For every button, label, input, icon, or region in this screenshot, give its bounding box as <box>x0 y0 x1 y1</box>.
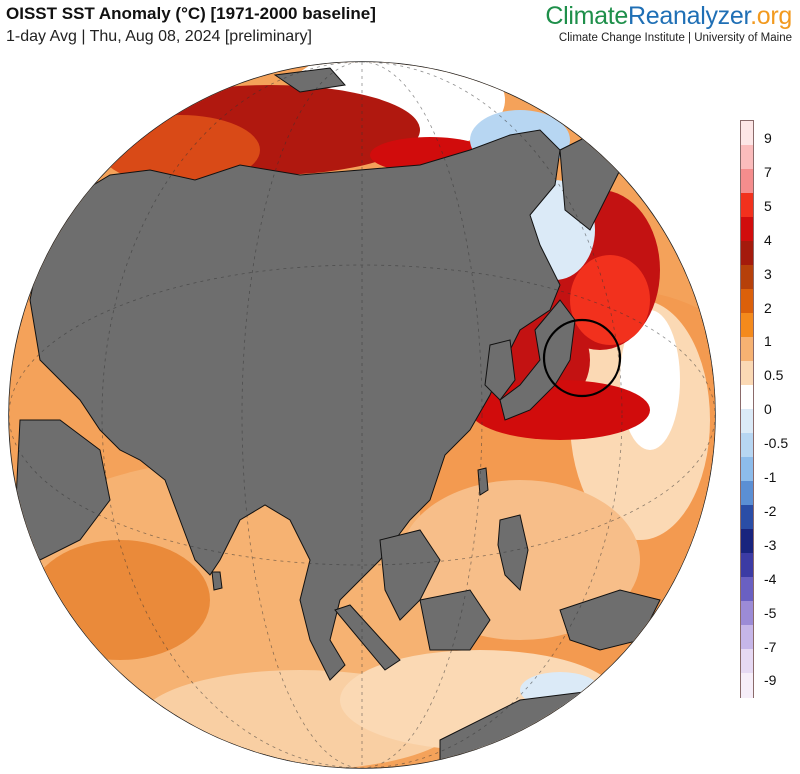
philippines-islands <box>497 514 529 592</box>
legend-swatch <box>741 265 753 290</box>
legend-swatch <box>741 553 753 578</box>
legend-swatch <box>741 289 753 314</box>
legend-label: 7 <box>764 163 772 180</box>
legend-swatch <box>741 337 753 362</box>
legend-swatch <box>741 601 753 626</box>
legend-label: -3 <box>764 536 777 553</box>
brand-logo: ClimateReanalyzer.org Climate Change Ins… <box>545 2 792 44</box>
legend-swatch <box>741 385 753 410</box>
korea-peninsula <box>484 339 516 401</box>
highlight-circle <box>542 318 622 398</box>
legend-swatch <box>741 121 753 146</box>
legend-swatch <box>741 505 753 530</box>
legend-swatch <box>741 577 753 602</box>
legend-label: -4 <box>764 570 777 587</box>
legend-label: 9 <box>764 130 772 146</box>
legend-label: 5 <box>764 197 772 214</box>
legend-label: -2 <box>764 502 777 519</box>
legend-swatch <box>741 169 753 194</box>
brand-part-reanalyzer: Reanalyzer <box>628 2 751 30</box>
taiwan-island <box>477 467 489 496</box>
legend-swatch <box>741 145 753 170</box>
sumatra-island <box>334 604 401 671</box>
brand-part-climate: Climate <box>545 2 629 30</box>
asia-landmass <box>29 129 561 681</box>
legend-label: 2 <box>764 299 772 316</box>
legend-label: -9 <box>764 672 777 689</box>
legend-label: 0.5 <box>764 367 784 384</box>
legend-swatch <box>741 409 753 434</box>
legend-label: -0.5 <box>764 435 789 452</box>
legend-swatch <box>741 529 753 554</box>
legend-swatch <box>741 217 753 242</box>
legend-swatch <box>741 649 753 674</box>
legend-swatch <box>741 481 753 506</box>
legend-swatch <box>741 673 753 698</box>
legend-label: -5 <box>764 604 777 621</box>
graticule <box>9 62 715 768</box>
color-scale-legend <box>740 120 754 698</box>
legend-swatch <box>741 457 753 482</box>
legend-label: -7 <box>764 638 777 655</box>
legend-swatch <box>741 625 753 650</box>
sri-lanka-island <box>211 571 223 591</box>
legend-label: 0 <box>764 401 772 418</box>
legend-swatch <box>741 433 753 458</box>
legend-label: 1 <box>764 333 772 350</box>
legend-label: 4 <box>764 231 772 248</box>
legend-label: -1 <box>764 469 777 485</box>
legend-swatch <box>741 193 753 218</box>
legend-swatch <box>741 361 753 386</box>
svalbard-islands <box>273 67 346 93</box>
legend-swatch <box>741 313 753 338</box>
map-title: OISST SST Anomaly (°C) [1971-2000 baseli… <box>6 4 376 23</box>
legend-swatch <box>741 241 753 266</box>
brand-institution: Climate Change Institute | University of… <box>558 32 792 44</box>
borneo-island <box>419 589 491 651</box>
legend-label: 3 <box>764 265 772 282</box>
map-subtitle: 1-day Avg | Thu, Aug 08, 2024 [prelimina… <box>6 28 312 45</box>
brand-part-org: .org <box>750 2 792 30</box>
